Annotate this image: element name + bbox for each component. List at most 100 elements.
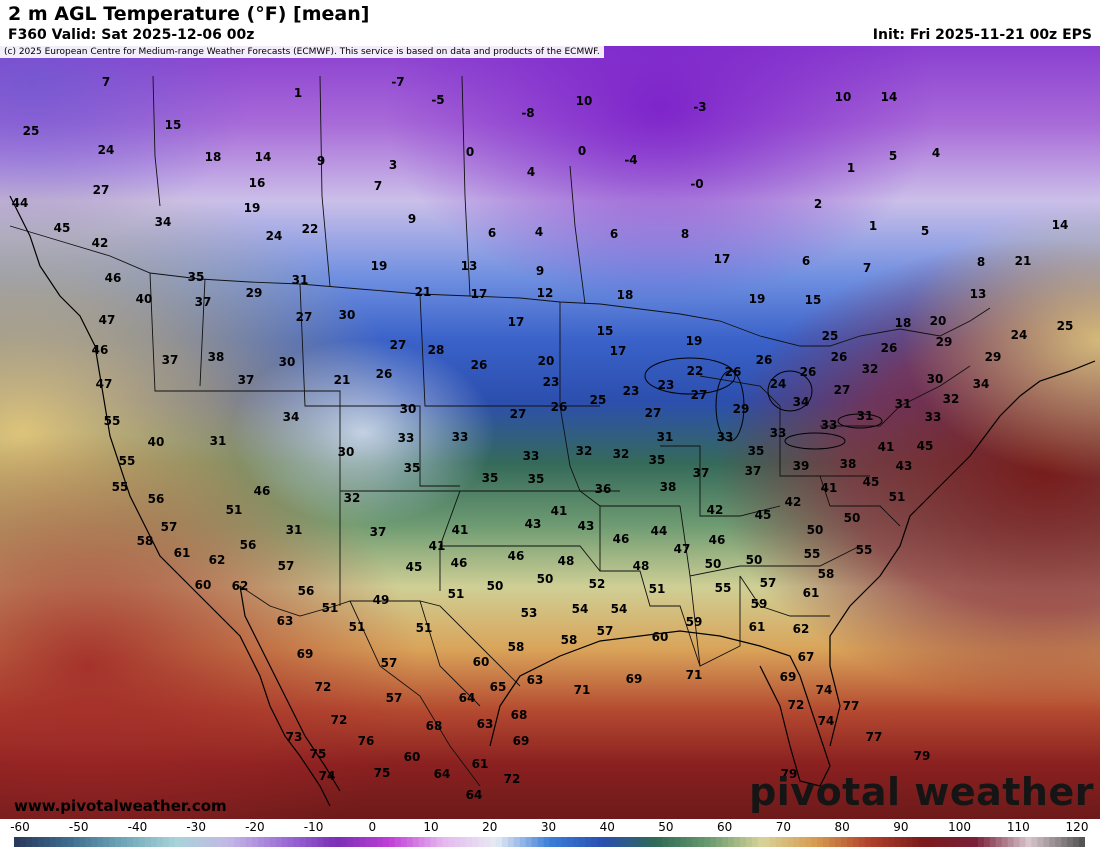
temperature-label: 55	[112, 480, 129, 494]
temperature-label: 41	[878, 440, 895, 454]
temperature-label: 68	[426, 719, 443, 733]
colorbar-segment	[103, 837, 110, 847]
colorbar-segment	[579, 837, 586, 847]
temperature-label: 35	[748, 444, 765, 458]
temperature-label: 61	[174, 546, 191, 560]
temperature-label: -8	[521, 106, 534, 120]
temperature-label: 27	[645, 406, 662, 420]
colorbar-segment	[888, 837, 896, 847]
temperature-label: 51	[349, 620, 366, 634]
colorbar-tick-label: -30	[186, 820, 206, 834]
temperature-label: 33	[398, 431, 415, 445]
temperature-label: 7	[374, 179, 382, 193]
temperature-label: 27	[296, 310, 313, 324]
colorbar-segment	[293, 837, 301, 847]
colorbar-segment	[329, 837, 336, 847]
temperature-label: 47	[99, 313, 116, 327]
colorbar-segment	[906, 837, 914, 847]
temperature-label: 76	[358, 734, 375, 748]
temperature-label: 51	[649, 582, 666, 596]
temperature-label: 26	[881, 341, 898, 355]
colorbar-strip	[14, 837, 1085, 847]
colorbar-segment	[1013, 837, 1021, 847]
colorbar-segment	[127, 837, 134, 847]
temperature-label: 36	[595, 482, 612, 496]
colorbar-segment	[406, 837, 414, 847]
temperature-label: 32	[576, 444, 593, 458]
website-url[interactable]: www.pivotalweather.com	[14, 797, 227, 815]
temperature-label: 46	[254, 484, 271, 498]
colorbar-segment	[371, 837, 378, 847]
colorbar-segment	[591, 837, 598, 847]
colorbar-segment	[347, 837, 354, 847]
temperature-label: 47	[96, 377, 113, 391]
temperature-label: 65	[490, 680, 507, 694]
temperature-label: 3	[389, 158, 397, 172]
temperature-label: 14	[881, 90, 898, 104]
temperature-label: 26	[831, 350, 848, 364]
temperature-label: 56	[298, 584, 315, 598]
colorbar-segment	[204, 837, 211, 847]
temperature-label: 29	[246, 286, 263, 300]
temperature-label: 17	[508, 315, 525, 329]
colorbar-segment	[246, 837, 253, 847]
temperature-label: 74	[818, 714, 835, 728]
colorbar-segment	[686, 837, 693, 847]
temperature-label: 15	[165, 118, 182, 132]
colorbar-tick-label: 50	[658, 820, 674, 834]
colorbar-segment	[1067, 837, 1074, 847]
temperature-label: 69	[297, 647, 314, 661]
temperature-label: 45	[755, 508, 772, 522]
temperature-label: 15	[805, 293, 822, 307]
colorbar-segment	[900, 837, 908, 847]
temperature-label: 30	[279, 355, 296, 369]
colorbar-segment	[442, 837, 449, 847]
temperature-label: 13	[970, 287, 987, 301]
temperature-label: 27	[93, 183, 110, 197]
temperature-label: 44	[12, 196, 29, 210]
colorbar-segment	[1007, 837, 1015, 847]
colorbar-segment	[460, 837, 467, 847]
temperature-label: 45	[917, 439, 934, 453]
temperature-label: -0	[690, 177, 703, 191]
colorbar-segment	[626, 837, 634, 847]
colorbar-segment	[49, 837, 57, 847]
temperature-label: -4	[624, 153, 637, 167]
temperature-label: 23	[543, 375, 560, 389]
temperature-label: 16	[249, 176, 266, 190]
temperature-label: 57	[760, 576, 777, 590]
temperature-label: 31	[857, 409, 874, 423]
colorbar-segment	[257, 837, 265, 847]
colorbar-tick-label: 100	[948, 820, 971, 834]
temperature-label: 60	[404, 750, 421, 764]
temperature-label: 29	[733, 402, 750, 416]
colorbar-segment	[252, 837, 259, 847]
colorbar-segment	[829, 837, 836, 847]
temperature-label: 62	[232, 579, 249, 593]
temperature-label: 6	[488, 226, 496, 240]
temperature-label: 37	[370, 525, 387, 539]
colorbar-segment	[156, 837, 164, 847]
temperature-label: 37	[745, 464, 762, 478]
colorbar-segment	[793, 837, 800, 847]
colorbar-segment	[61, 837, 69, 847]
temperature-label: 67	[798, 650, 815, 664]
colorbar-segment	[995, 837, 1003, 847]
colorbar-segment	[454, 837, 461, 847]
temperature-label: 5	[921, 224, 929, 238]
temperature-label: 4	[535, 225, 543, 239]
colorbar-segment	[317, 837, 324, 847]
colorbar-segment	[650, 837, 658, 847]
map-title: 2 m AGL Temperature (°F) [mean]	[8, 3, 370, 25]
colorbar-tick-label: 70	[775, 820, 792, 834]
temperature-label: 7	[102, 75, 110, 89]
colorbar-segment	[1061, 837, 1068, 847]
colorbar-segment	[216, 837, 223, 847]
temperature-label: 17	[714, 252, 731, 266]
temperature-label: 40	[148, 435, 165, 449]
colorbar-segment	[662, 837, 670, 847]
colorbar-segment	[97, 837, 104, 847]
colorbar-segment	[25, 837, 33, 847]
colorbar-segment	[484, 837, 491, 847]
